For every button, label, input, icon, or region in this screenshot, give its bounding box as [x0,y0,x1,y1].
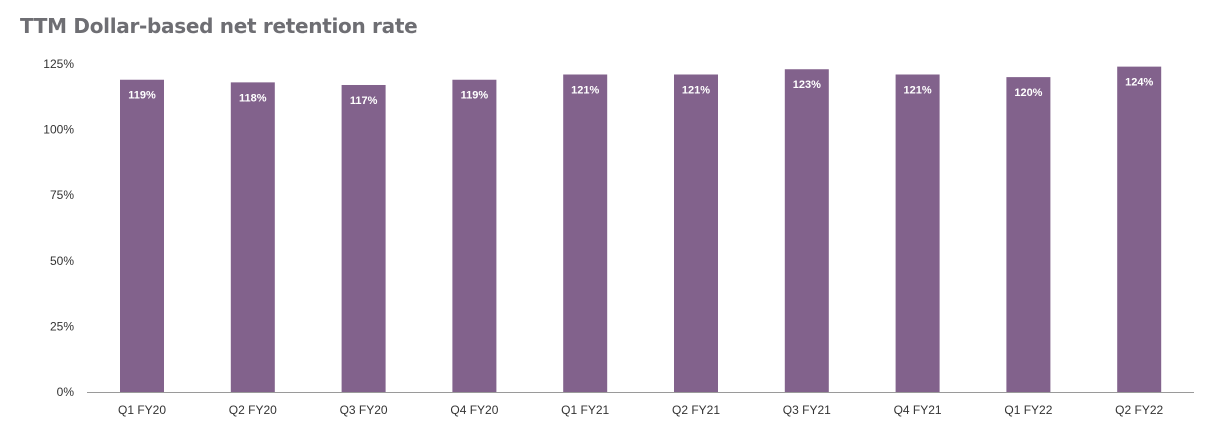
x-tick-label: Q2 FY20 [229,403,277,417]
y-axis: 0% 25% 50% 75% 100% 125% [43,57,74,399]
bar [120,79,164,392]
bar-value-label: 123% [793,79,821,91]
bar-value-label: 117% [350,95,378,107]
x-tick-label: Q2 FY22 [1115,403,1163,417]
bar-value-label: 119% [128,90,156,102]
chart-title: TTM Dollar-based net retention rate [20,14,418,38]
bar [230,82,275,393]
x-tick-label: Q1 FY21 [561,403,609,417]
bar [1117,66,1162,393]
y-tick-label: 75% [50,188,74,202]
y-tick-label: 0% [57,385,75,399]
bar [452,79,497,392]
y-tick-label: 100% [43,123,74,137]
bar-value-label: 121% [571,84,599,96]
x-tick-label: Q3 FY20 [340,403,388,417]
x-tick-label: Q3 FY21 [783,403,831,417]
bar [563,74,608,392]
bar [784,69,829,393]
y-tick-label: 25% [50,319,74,333]
y-tick-label: 50% [50,254,74,268]
bar [895,74,940,392]
x-axis: Q1 FY20 Q2 FY20 Q3 FY20 Q4 FY20 Q1 FY21 Q2 FY… [87,392,1194,417]
x-tick-label: Q4 FY20 [450,403,498,417]
bars: 119% 118% 117% 119% 121% 121% 123% 121% 120% 124% [120,66,1162,393]
bar-value-label: 124% [1125,77,1153,89]
bar [1006,77,1051,393]
bar [341,84,386,392]
y-tick-label: 125% [43,57,74,71]
x-tick-label: Q4 FY21 [894,403,942,417]
bar-value-label: 121% [682,84,710,96]
bar [674,74,718,392]
bar-value-label: 119% [461,90,489,102]
x-tick-label: Q2 FY21 [672,403,720,417]
x-tick-label: Q1 FY22 [1004,403,1052,417]
bar-value-label: 118% [239,92,267,104]
x-tick-label: Q1 FY20 [118,403,166,417]
bar-value-label: 121% [904,84,932,96]
bar-value-label: 120% [1014,87,1042,99]
